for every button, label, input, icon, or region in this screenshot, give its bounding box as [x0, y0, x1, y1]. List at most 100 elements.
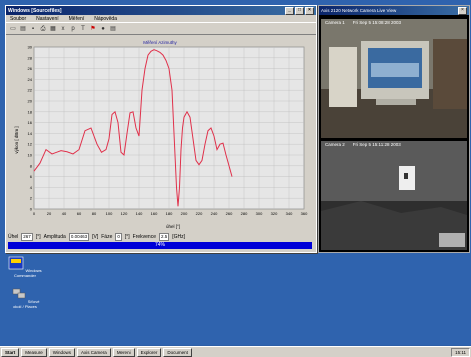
x-tick-label: 340 [286, 211, 293, 216]
print-icon[interactable]: ⎙ [40, 25, 46, 32]
save-icon[interactable]: ▪ [31, 25, 35, 32]
desktop-icon-commander-label: Windows Commander [13, 268, 42, 278]
chart-icon[interactable]: ▦ [50, 25, 56, 32]
camera2-image [321, 141, 467, 250]
status-row: Úhel 267 [°] Amplituda 0.00463 [V] Fáze … [8, 232, 312, 241]
taskbar-item-windows[interactable]: Windows [48, 347, 76, 357]
chart-grid [33, 46, 305, 210]
y-tick-label: 28 [28, 55, 33, 60]
taskbar: Start Measure Windows Axis Camera Mereni… [0, 346, 471, 357]
taskbar-item-document[interactable]: Document [163, 347, 192, 357]
progress-text: 74% [154, 242, 165, 248]
new-icon[interactable]: ▭ [10, 25, 16, 32]
taskbar-item-explorer[interactable]: Explorer [136, 347, 162, 357]
amplituda-field[interactable]: 0.00463 [68, 232, 90, 241]
y-tick-label: 24 [28, 77, 33, 82]
x-tick-label: 0 [33, 211, 36, 216]
frekvence-unit: [GHz] [172, 233, 186, 240]
menu-nastaveni[interactable]: Nastavení [36, 15, 59, 22]
x-tick-label: 20 [47, 211, 52, 216]
y-tick-label: 16 [28, 120, 33, 125]
x-tick-label: 320 [271, 211, 278, 216]
commander-icon [9, 256, 24, 270]
chart-title: Měření Azimuthy [143, 40, 177, 45]
faze-unit: [°] [124, 233, 130, 240]
desktop-icon-network[interactable]: Síťové okolí / Places [8, 287, 42, 309]
y-tick-label: 6 [30, 174, 33, 179]
uhel-unit: [°] [35, 233, 41, 240]
network-icon [12, 288, 25, 299]
open-icon[interactable]: ▤ [20, 25, 26, 32]
list-icon[interactable]: ▤ [110, 25, 116, 32]
start-button[interactable]: Start [1, 347, 20, 357]
x-tick-label: 100 [106, 211, 113, 216]
desktop-icon-commander[interactable]: Windows Commander [8, 256, 42, 278]
x-tick-label: 180 [166, 211, 173, 216]
window-title: Windows [Sourcefiles] [8, 7, 62, 14]
y-tick-label: 18 [28, 109, 33, 114]
x-tick-label: 140 [136, 211, 143, 216]
y-tick-label: 0 [30, 207, 33, 212]
x-tick-label: 60 [77, 211, 82, 216]
maximize-button[interactable]: □ [295, 6, 304, 15]
menu-napoveda[interactable]: Nápověda [94, 15, 117, 22]
camera-close-button[interactable]: × [458, 6, 467, 15]
menu-bar: Soubor Nastavení Měření Nápověda [6, 15, 316, 22]
camera1-overlay: Camera 1 Fri Sep 5 15:08:28 2003 [325, 20, 401, 25]
x-tick-label: 260 [226, 211, 233, 216]
frekvence-field[interactable]: 2.5 [159, 232, 170, 241]
measurement-window: Windows [Sourcefiles] _ □ × Soubor Nasta… [5, 5, 317, 253]
camera2-label: Camera 2 [325, 142, 345, 147]
amplituda-unit: [V] [92, 233, 99, 240]
y-tick-label: 10 [28, 153, 33, 158]
x-tick-label: 80 [92, 211, 97, 216]
camera1-view: Camera 1 Fri Sep 5 15:08:28 2003 [321, 19, 467, 138]
chart-ticks: 0 20 40 60 80 100 120 140 160 180 200 220 240 260 280 3… [28, 45, 309, 217]
x-tick-label: 160 [151, 211, 158, 216]
y-tick-label: 22 [28, 88, 33, 93]
y-tick-label: 26 [28, 66, 33, 71]
x-axis-label: úhel [°] [166, 224, 180, 229]
progress-bar: 74% [8, 242, 312, 249]
faze-label: Fáze [101, 233, 113, 240]
uhel-field[interactable]: 267 [21, 232, 33, 241]
uhel-label: Úhel [8, 233, 19, 240]
taskbar-item-camera[interactable]: Axis Camera [77, 347, 111, 357]
t-icon[interactable]: T [81, 25, 85, 32]
taskbar-item-measure[interactable]: Measure [21, 347, 47, 357]
x-tick-label: 220 [196, 211, 203, 216]
title-bar: Windows [Sourcefiles] _ □ × [6, 6, 316, 15]
x-tick-label: 360 [301, 211, 308, 216]
faze-field[interactable]: 0 [115, 232, 122, 241]
y-tick-label: 8 [30, 163, 33, 168]
camera1-label: Camera 1 [325, 20, 345, 25]
frekvence-label: Frekvence [132, 233, 156, 240]
close-button[interactable]: × [305, 6, 314, 15]
azimuth-chart: 0 20 40 60 80 100 120 140 160 180 200 220 240 260 280 3… [14, 40, 309, 229]
p-icon[interactable]: p [71, 25, 75, 32]
menu-mereni[interactable]: Měření [68, 15, 85, 22]
x-tick-label: 200 [181, 211, 188, 216]
pc-tower-icon [329, 47, 357, 107]
desktop-icon-network-label: Síťové okolí / Places [13, 299, 40, 309]
x-tick-label: 280 [241, 211, 248, 216]
x-icon[interactable]: x [61, 25, 65, 32]
y-tick-label: 4 [30, 185, 33, 190]
y-tick-label: 30 [28, 45, 33, 50]
chart-area: 0 20 40 60 80 100 120 140 160 180 200 220 240 260 280 3… [8, 35, 312, 230]
taskbar-item-mereni[interactable]: Mereni [112, 347, 135, 357]
amplituda-label: Amplituda [43, 233, 66, 240]
x-tick-label: 120 [121, 211, 128, 216]
taskbar-clock: 15:11 [451, 347, 470, 357]
menu-soubor[interactable]: Soubor [10, 15, 27, 22]
record-icon[interactable]: ● [101, 25, 105, 32]
flag-icon[interactable]: ⚑ [90, 25, 96, 32]
minimize-button[interactable]: _ [285, 6, 294, 15]
y-tick-label: 12 [28, 142, 33, 147]
y-tick-label: 20 [28, 99, 33, 104]
toolbar: ▭ ▤ ▪ ⎙ ▦ x p T ⚑ ● ▤ [6, 22, 316, 35]
y-tick-label: 14 [28, 131, 33, 136]
camera-window: Axis 2120 Network Camera Live View × Cam… [318, 5, 470, 253]
camera2-overlay: Camera 2 Fri Sep 5 15:11:28 2003 [325, 142, 401, 147]
x-tick-label: 40 [62, 211, 67, 216]
